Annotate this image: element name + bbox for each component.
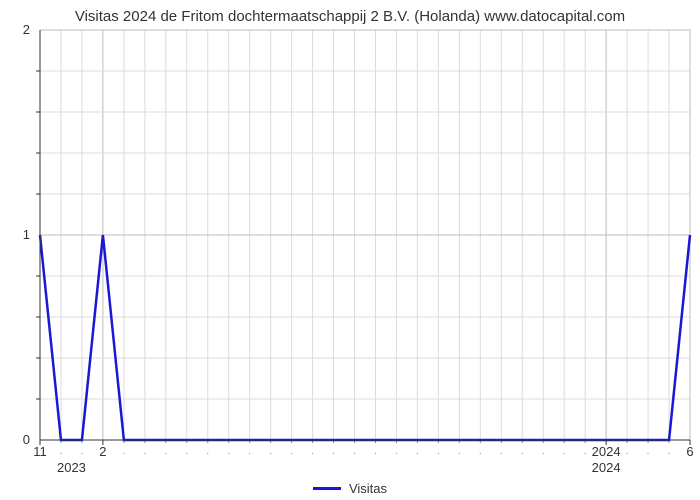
svg-text:.: . (290, 446, 293, 457)
svg-text:.: . (458, 446, 461, 457)
svg-text:.: . (311, 446, 314, 457)
svg-text:.: . (206, 446, 209, 457)
svg-text:.: . (374, 446, 377, 457)
svg-text:.: . (416, 446, 419, 457)
svg-text:.: . (521, 446, 524, 457)
svg-text:2: 2 (99, 444, 106, 459)
legend-swatch (313, 487, 341, 490)
svg-text:.: . (479, 446, 482, 457)
svg-text:.: . (626, 446, 629, 457)
svg-text:.: . (542, 446, 545, 457)
svg-text:.: . (185, 446, 188, 457)
svg-text:.: . (164, 446, 167, 457)
svg-text:.: . (60, 446, 63, 457)
svg-text:.: . (353, 446, 356, 457)
svg-text:.: . (647, 446, 650, 457)
svg-text:.: . (563, 446, 566, 457)
svg-text:.: . (248, 446, 251, 457)
svg-text:.: . (437, 446, 440, 457)
svg-text:.: . (395, 446, 398, 457)
svg-text:.: . (227, 446, 230, 457)
svg-text:.: . (584, 446, 587, 457)
svg-text:0: 0 (23, 432, 30, 447)
chart-plot: 0 1 2 11.. 2....................... 2024... 6 2… (0, 0, 700, 500)
svg-text:2: 2 (23, 22, 30, 37)
visits-chart: Visitas 2024 de Fritom dochtermaatschapp… (0, 0, 700, 500)
svg-text:.: . (500, 446, 503, 457)
svg-text:2024: 2024 (592, 444, 621, 459)
svg-text:.: . (143, 446, 146, 457)
svg-text:.: . (269, 446, 272, 457)
svg-text:2023: 2023 (57, 460, 86, 475)
svg-text:.: . (81, 446, 84, 457)
svg-text:.: . (332, 446, 335, 457)
svg-text:.: . (668, 446, 671, 457)
legend-label: Visitas (349, 481, 387, 496)
svg-text:6: 6 (686, 444, 693, 459)
legend: Visitas (0, 481, 700, 496)
svg-text:2024: 2024 (592, 460, 621, 475)
svg-text:1: 1 (23, 227, 30, 242)
svg-text:11: 11 (33, 444, 47, 459)
svg-text:.: . (122, 446, 125, 457)
